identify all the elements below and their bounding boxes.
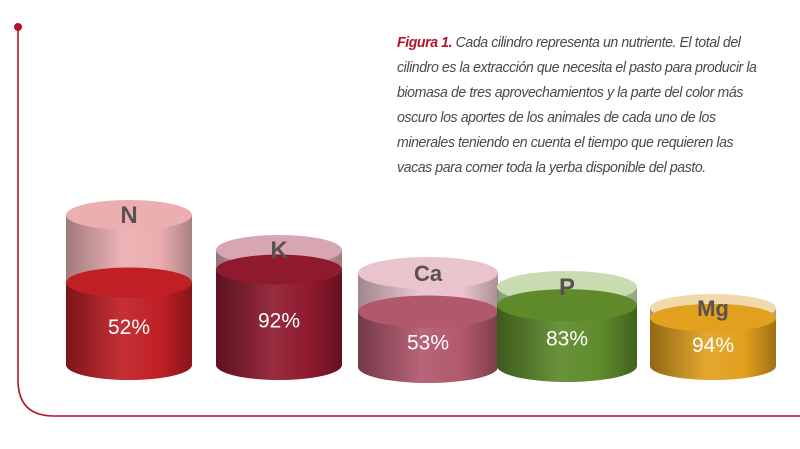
cylinder-contribution-cap xyxy=(650,303,776,332)
cylinder-contribution-body xyxy=(66,282,192,380)
cylinder-label-p: P xyxy=(559,274,575,301)
figure-label: Figura 1. xyxy=(397,34,453,51)
cylinder-ca: Ca 53% xyxy=(358,257,498,383)
cylinder-contribution-cap xyxy=(497,289,637,322)
cylinder-mg: Mg 94% xyxy=(650,294,776,380)
cylinder-k: K 92% xyxy=(216,235,342,380)
cylinder-label-ca: Ca xyxy=(414,261,443,286)
cylinder-label-k: K xyxy=(270,237,288,264)
cylinder-contribution-cap xyxy=(66,267,192,298)
cylinder-p: P 83% xyxy=(497,271,637,382)
cylinder-label-mg: Mg xyxy=(697,296,729,321)
cylinder-contribution-body xyxy=(497,305,637,382)
cylinder-top-cap xyxy=(358,257,498,289)
figure-caption: Figura 1. Cada cilindro representa un nu… xyxy=(397,30,765,180)
cylinder-contribution-cap xyxy=(216,254,342,285)
cylinder-label-n: N xyxy=(120,202,137,229)
cylinder-contribution-body xyxy=(216,269,342,380)
frame-dot xyxy=(14,23,22,31)
cylinder-contribution-body xyxy=(358,311,498,383)
cylinder-top-cap xyxy=(66,200,192,230)
cylinder-value-ca: 53% xyxy=(407,331,449,354)
cylinder-value-k: 92% xyxy=(258,309,300,332)
cylinder-n: N 52% xyxy=(66,200,193,380)
cylinder-value-p: 83% xyxy=(546,328,588,351)
cylinder-value-n: 52% xyxy=(108,316,150,339)
caption-text: Cada cilindro representa un nutriente. E… xyxy=(397,34,757,176)
cylinder-contribution-body xyxy=(650,317,776,380)
cylinder-contribution-cap xyxy=(358,295,498,328)
cylinder-value-mg: 94% xyxy=(692,334,734,357)
